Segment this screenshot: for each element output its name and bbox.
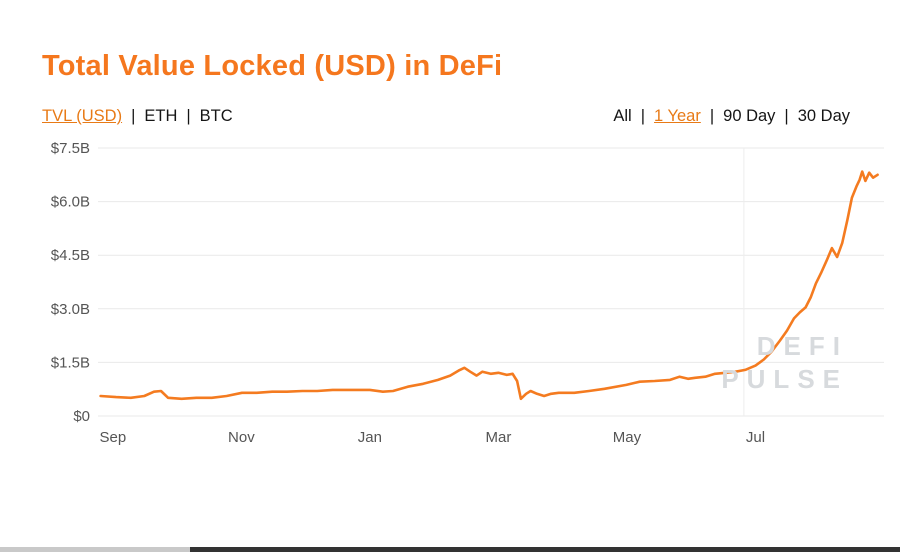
x-axis-tick-label: Jan [358, 429, 382, 446]
tvl-series-line [99, 170, 879, 401]
tab-range-all[interactable]: All [613, 107, 632, 125]
metric-tabs: TVL (USD) | ETH | BTC [42, 107, 233, 126]
range-tabs: All | 1 Year | 90 Day | 30 Day [613, 107, 850, 126]
tab-range-1-year[interactable]: 1 Year [654, 107, 701, 125]
y-axis-tick-label: $1.5B [51, 354, 90, 371]
tab-range-30-day[interactable]: 30 Day [797, 107, 850, 125]
x-axis-tick-label: May [613, 429, 642, 446]
x-axis-tick-label: Mar [486, 429, 512, 446]
progress-bar-played-segment [0, 547, 190, 552]
page-title: Total Value Locked (USD) in DeFi [42, 50, 503, 82]
x-axis-tick-label: Nov [228, 429, 255, 446]
y-axis-tick-label: $6.0B [51, 194, 90, 211]
bottom-progress-bar[interactable] [0, 547, 900, 552]
tab-separator: | [709, 107, 715, 125]
tvl-chart-area[interactable]: $0 $1.5B $3.0B $4.5B $6.0B $7.5B Sep Nov Jan Mar M… [0, 134, 900, 461]
y-axis-tick-label: $4.5B [51, 247, 90, 264]
tab-metric-btc[interactable]: BTC [199, 107, 233, 125]
tab-metric-tvl-usd-[interactable]: TVL (USD) [42, 107, 123, 125]
y-axis-tick-label: $0 [73, 408, 90, 425]
tvl-chart-svg[interactable]: $0 $1.5B $3.0B $4.5B $6.0B $7.5B Sep Nov Jan Mar M… [0, 134, 900, 456]
x-axis-tick-label: Jul [746, 429, 765, 446]
tab-separator: | [186, 107, 191, 125]
tab-separator: | [784, 107, 789, 125]
tab-separator: | [131, 107, 136, 125]
x-axis-tick-label: Sep [100, 429, 127, 446]
chart-header: Total Value Locked (USD) in DeFi TVL (US… [0, 0, 900, 126]
y-axis-tick-label: $7.5B [51, 140, 90, 157]
y-axis-tick-label: $3.0B [51, 301, 90, 318]
progress-bar-remaining-segment [190, 547, 900, 552]
tab-metric-eth[interactable]: ETH [144, 107, 178, 125]
tab-range-90-day[interactable]: 90 Day [723, 107, 776, 125]
tabs-row: TVL (USD) | ETH | BTC All | 1 Year | 90 Day | 30 D… [42, 107, 850, 126]
tab-separator: | [640, 107, 646, 125]
